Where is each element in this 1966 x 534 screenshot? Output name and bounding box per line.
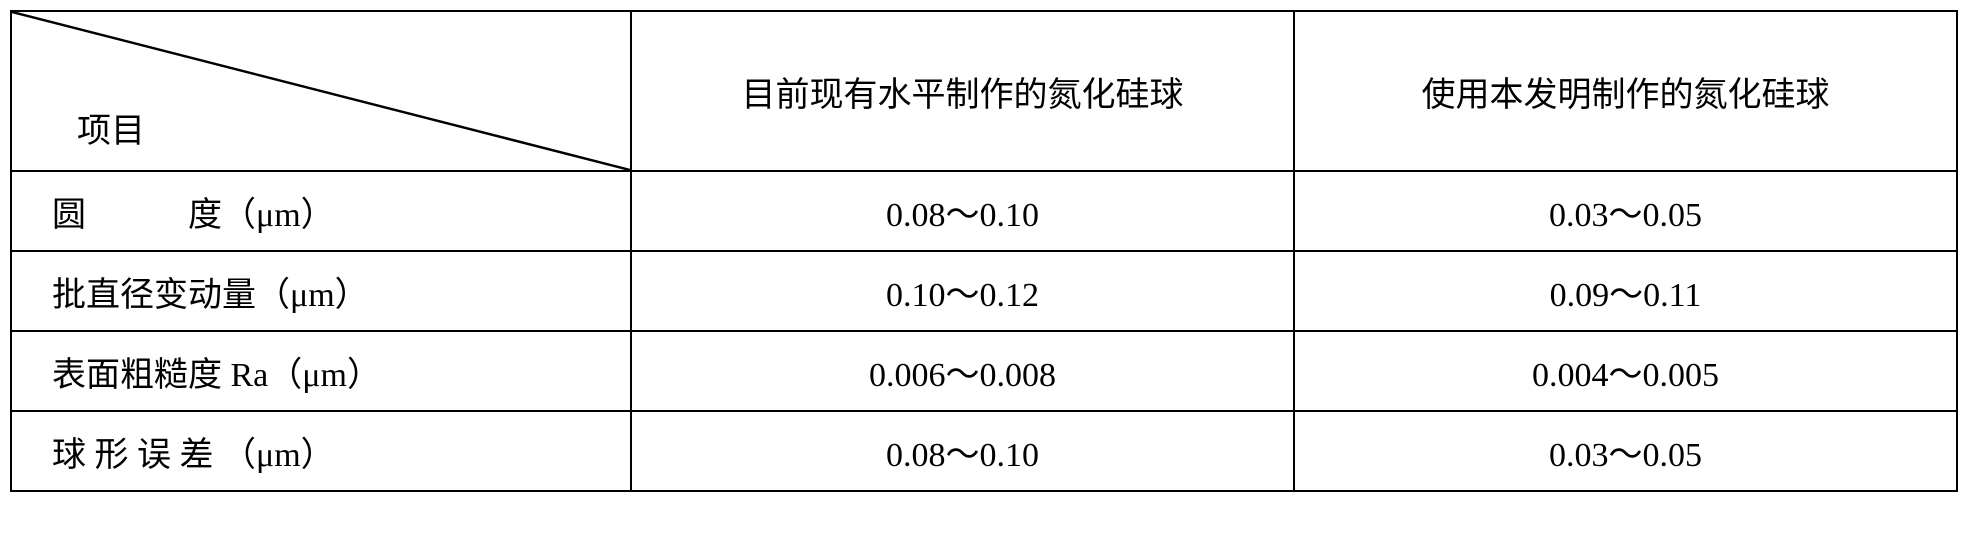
table-row: 批直径变动量（μm） 0.10～0.12 0.09～0.11 <box>11 251 1957 331</box>
cell-value: 0.10～0.12 <box>631 251 1294 331</box>
cell-value: 0.09～0.11 <box>1294 251 1957 331</box>
row-label-sphericity-error: 球 形 误 差 （μm） <box>11 411 631 491</box>
table-row: 圆 度（μm） 0.08～0.10 0.03～0.05 <box>11 171 1957 251</box>
header-label-invention: 使用本发明制作的氮化硅球 <box>1294 11 1957 171</box>
row-label-roundness: 圆 度（μm） <box>11 171 631 251</box>
header-label-item: 项目 <box>77 103 145 152</box>
comparison-table: 项目 目前现有水平制作的氮化硅球 使用本发明制作的氮化硅球 圆 度（μm） 0.… <box>10 10 1958 492</box>
cell-value: 0.006～0.008 <box>631 331 1294 411</box>
row-label-diameter-variation: 批直径变动量（μm） <box>11 251 631 331</box>
table-header-row: 项目 目前现有水平制作的氮化硅球 使用本发明制作的氮化硅球 <box>11 11 1957 171</box>
table-row: 球 形 误 差 （μm） 0.08～0.10 0.03～0.05 <box>11 411 1957 491</box>
cell-value: 0.004～0.005 <box>1294 331 1957 411</box>
row-label-surface-roughness: 表面粗糙度 Ra（μm） <box>11 331 631 411</box>
cell-value: 0.03～0.05 <box>1294 411 1957 491</box>
cell-value: 0.03～0.05 <box>1294 171 1957 251</box>
cell-value: 0.08～0.10 <box>631 411 1294 491</box>
diagonal-header-cell: 项目 <box>11 11 631 171</box>
cell-value: 0.08～0.10 <box>631 171 1294 251</box>
header-label-current: 目前现有水平制作的氮化硅球 <box>631 11 1294 171</box>
table-row: 表面粗糙度 Ra（μm） 0.006～0.008 0.004～0.005 <box>11 331 1957 411</box>
